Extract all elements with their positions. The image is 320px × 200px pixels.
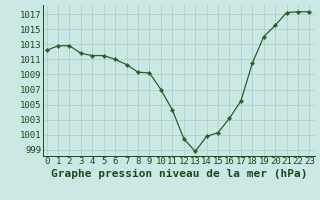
X-axis label: Graphe pression niveau de la mer (hPa): Graphe pression niveau de la mer (hPa) <box>51 169 308 179</box>
